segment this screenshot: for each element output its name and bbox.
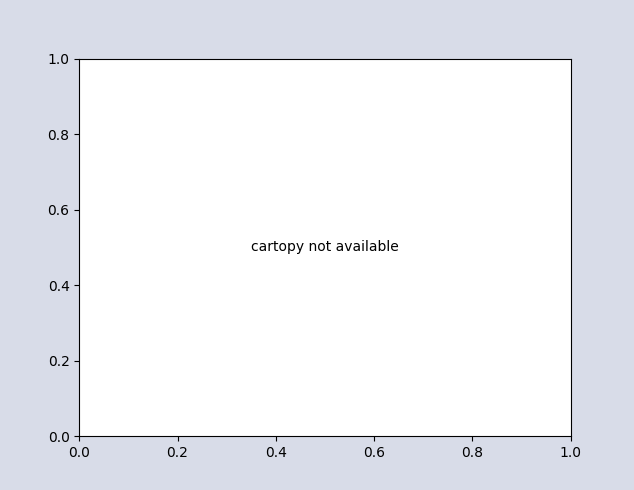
Text: cartopy not available: cartopy not available (251, 241, 399, 254)
